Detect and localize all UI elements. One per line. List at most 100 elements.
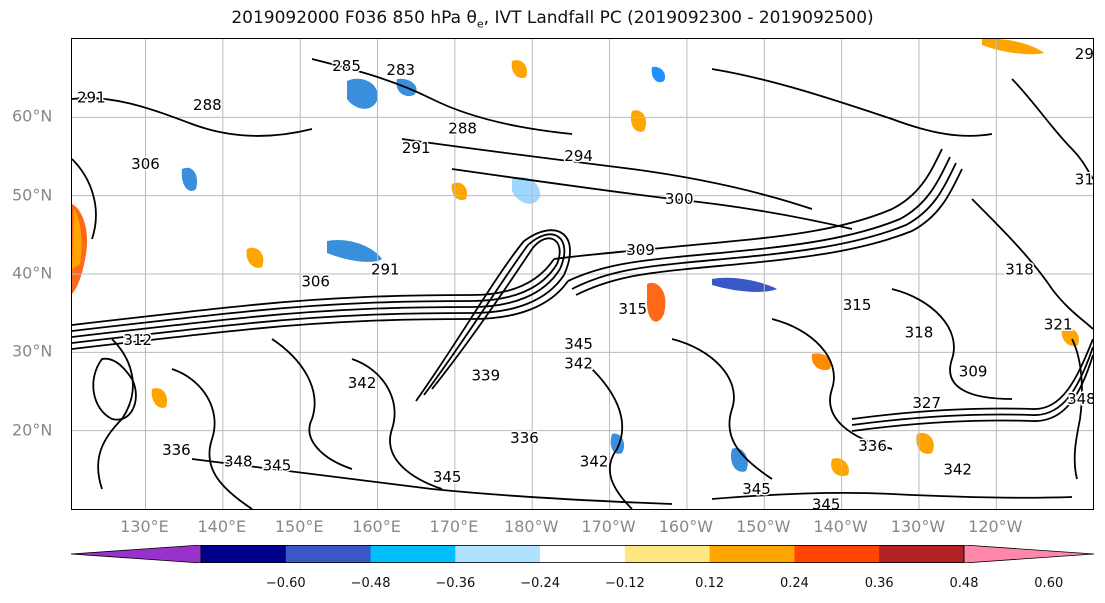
shade-patch <box>511 60 528 79</box>
shade-patch <box>327 239 382 262</box>
contour-line <box>415 229 571 402</box>
contour-line <box>72 158 97 240</box>
latitude-label: 60°N <box>12 106 53 126</box>
shade-patch <box>651 66 666 83</box>
contour-label: 283 <box>386 61 415 79</box>
contour-label: 315 <box>843 296 872 314</box>
shade-patch <box>1061 327 1079 347</box>
contour-line <box>311 58 573 135</box>
contour-line <box>971 198 1093 330</box>
contour-line <box>575 168 963 296</box>
contour-label: 318 <box>905 323 934 341</box>
contour-label: 336 <box>858 437 887 455</box>
contour-label: 339 <box>471 366 500 384</box>
longitude-label: 150°E <box>274 517 324 536</box>
colorbar-segment <box>201 545 287 563</box>
shading-layer <box>72 39 1079 477</box>
shade-patch <box>181 167 198 191</box>
contour-label: 336 <box>162 441 191 459</box>
map-canvas: 285 283 291 288 288 291 294 300 306 306 309 291 312 3… <box>72 39 1093 509</box>
colorbar-segment <box>879 545 965 563</box>
contour-line <box>72 280 569 350</box>
title-rest: , IVT Landfall PC (2019092300 - 20190925… <box>483 8 874 28</box>
shade-patch <box>916 432 934 454</box>
contour-label-layer: 285 283 291 288 288 291 294 300 306 306 309 291 312 3… <box>76 44 1093 509</box>
colorbar-segment <box>455 545 541 563</box>
longitude-label: 180°W <box>504 517 559 536</box>
colorbar-segment <box>285 545 372 563</box>
colorbar-outline <box>200 545 965 563</box>
contour-line <box>72 274 565 344</box>
colorbar-tick-label: 0.48 <box>949 576 979 591</box>
contour-line <box>451 168 853 230</box>
shade-patch <box>646 282 666 322</box>
contour-label: 342 <box>348 374 377 392</box>
contour-label: 309 <box>626 241 655 259</box>
shade-patch <box>831 458 849 477</box>
shade-patch <box>730 448 748 472</box>
contour-line <box>891 288 1013 400</box>
contour-line <box>351 358 443 490</box>
longitude-label: 160°E <box>352 517 401 536</box>
shade-patch <box>151 388 168 408</box>
contour-label: 294 <box>564 147 593 165</box>
contour-line <box>1071 338 1083 480</box>
colorbar-tick-label: 0.36 <box>864 576 894 591</box>
contour-layer <box>72 58 1093 509</box>
contour-label: 309 <box>959 362 988 380</box>
contour-label: 345 <box>564 335 593 353</box>
contour-label: 285 <box>332 57 361 75</box>
longitude-label: 150°W <box>736 517 791 536</box>
contour-label: 342 <box>580 453 609 471</box>
colorbar-segment <box>370 545 456 563</box>
shade-patch <box>630 110 647 132</box>
contour-line <box>431 237 561 390</box>
contour-line <box>191 458 673 505</box>
contour-label: 321 <box>1044 315 1073 333</box>
colorbar-extend-high <box>963 545 1094 563</box>
contour-line <box>851 346 1093 426</box>
contour-line <box>1011 78 1093 180</box>
latitude-label: 40°N <box>12 263 53 283</box>
longitude-label: 140°W <box>813 517 868 536</box>
colorbar-extend-low <box>71 545 202 563</box>
contour-line <box>72 97 313 137</box>
contour-label: 345 <box>433 468 462 486</box>
shade-patch <box>72 209 82 269</box>
contour-label: 342 <box>943 460 972 478</box>
colorbar-segment <box>794 545 880 563</box>
contour-line <box>171 368 253 509</box>
shade-patch <box>512 177 541 204</box>
contour-line <box>671 338 773 480</box>
contour-line <box>401 138 813 210</box>
longitude-label: 160°W <box>658 517 714 536</box>
contour-label: 348 <box>224 453 253 471</box>
longitude-label: 170°W <box>581 517 636 536</box>
contour-label: 306 <box>131 155 160 173</box>
contour-label: 315 <box>618 300 647 318</box>
contour-line <box>851 354 1093 432</box>
contour-label: 291 <box>371 261 400 279</box>
contour-line <box>711 68 993 137</box>
colorbar-tick-label: −0.60 <box>265 576 306 591</box>
contour-line <box>553 148 943 260</box>
contour-line <box>771 318 893 450</box>
contour-label: 342 <box>564 355 593 373</box>
longitude-label: 130°W <box>890 517 946 536</box>
contour-label: 315 <box>1075 171 1093 189</box>
contour-label: 345 <box>742 480 771 498</box>
shade-patch <box>246 247 264 268</box>
shade-patch <box>982 39 1044 55</box>
contour-line <box>72 263 558 332</box>
contour-line <box>567 156 951 282</box>
colorbar-tick-label: −0.24 <box>520 576 561 591</box>
colorbar-tick-label: 0.60 <box>1034 576 1064 591</box>
contour-line <box>571 162 957 290</box>
contour-line <box>271 338 353 470</box>
colorbar-segment <box>709 545 795 563</box>
latitude-label: 30°N <box>12 341 53 361</box>
contour-label: 291 <box>402 139 431 157</box>
contour-line <box>423 233 566 396</box>
contour-line <box>711 491 1073 500</box>
